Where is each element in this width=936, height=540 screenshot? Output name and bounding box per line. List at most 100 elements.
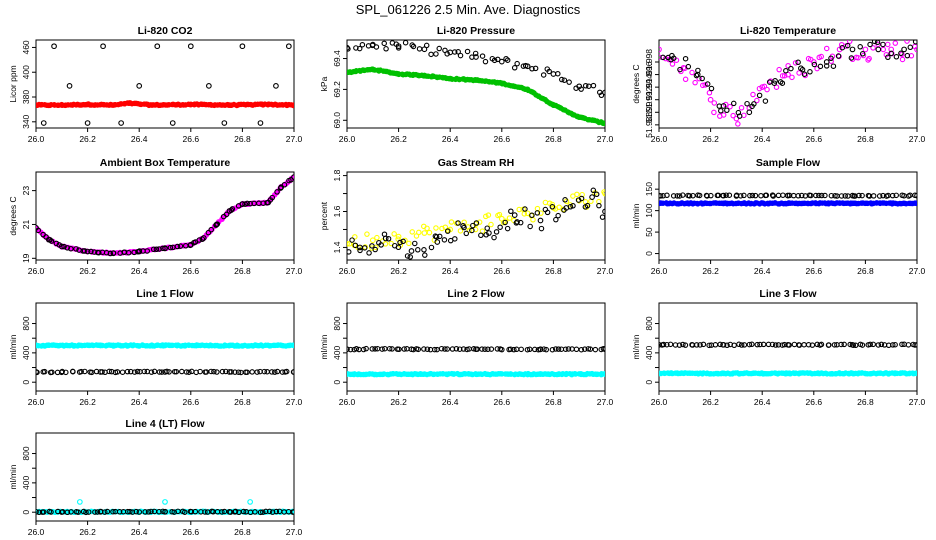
trace-point xyxy=(252,509,258,515)
trace-point xyxy=(352,234,358,240)
series-li-820-temperature xyxy=(659,40,917,127)
panel-6: Sample Flow 26.0 26.2 26.4 26.6 26.8 27.0 0 50 10… xyxy=(631,157,926,276)
trace-point xyxy=(555,346,562,352)
trace-point xyxy=(41,368,48,375)
trace-point xyxy=(441,237,448,243)
data-point xyxy=(914,192,917,199)
y-axis-label: ml/min xyxy=(631,203,641,228)
trace-point xyxy=(685,63,692,70)
panel-title: Sample Flow xyxy=(756,157,821,169)
y-tick-label: 51.99 xyxy=(644,101,654,123)
trace-point xyxy=(762,98,769,104)
trace-point xyxy=(738,105,745,111)
trace-point xyxy=(788,65,794,72)
x-tick-label: 26.4 xyxy=(442,266,459,276)
trace-point xyxy=(791,341,798,348)
trace-point xyxy=(409,42,415,48)
trace-point xyxy=(905,342,912,348)
x-tick-label: 26.8 xyxy=(545,266,562,276)
trace-point xyxy=(686,193,693,199)
trace-point xyxy=(188,368,195,375)
trace-point xyxy=(457,228,464,234)
trace-point xyxy=(532,346,538,353)
trace-point xyxy=(445,227,452,234)
trace-point xyxy=(433,225,439,231)
trace-point xyxy=(389,346,395,352)
trace-point xyxy=(857,44,863,50)
trace-point xyxy=(586,83,592,89)
plot-frame xyxy=(658,39,918,129)
trace-point xyxy=(473,220,480,226)
trace-point xyxy=(63,369,69,376)
trace-point xyxy=(757,341,763,348)
trace-point xyxy=(676,342,683,348)
trace-point xyxy=(507,346,514,352)
x-tick-label: 27.0 xyxy=(286,266,303,276)
trace-point xyxy=(912,370,917,377)
y-tick-label: 800 xyxy=(644,316,654,330)
trace-point xyxy=(455,220,461,226)
y-axis-label: Licor ppm xyxy=(8,65,18,102)
trace-point xyxy=(214,369,220,375)
trace-point xyxy=(769,341,776,348)
trace-point xyxy=(540,72,547,78)
trace-point xyxy=(544,209,551,216)
trace-point xyxy=(822,192,828,199)
trace-point xyxy=(352,242,359,249)
trace-point xyxy=(885,41,891,48)
trace-point xyxy=(502,219,508,226)
series-reference xyxy=(659,192,917,199)
trace-point xyxy=(706,90,713,96)
trace-point xyxy=(534,210,541,216)
panel-title: Li-820 CO2 xyxy=(138,25,193,37)
trace-point xyxy=(874,40,881,46)
trace-point xyxy=(228,207,235,213)
trace-point xyxy=(372,346,378,352)
trace-point xyxy=(436,233,443,240)
trace-point xyxy=(421,346,427,352)
trace-point xyxy=(708,192,714,199)
trace-point xyxy=(828,55,834,62)
trace-point xyxy=(697,342,703,348)
y-axis-label: ml/min xyxy=(319,334,329,359)
trace-point xyxy=(720,192,726,199)
trace-point xyxy=(870,341,876,348)
data-point xyxy=(434,239,441,245)
trace-point xyxy=(485,212,492,218)
y-tick-label: 800 xyxy=(21,446,31,460)
trace-point xyxy=(179,368,185,375)
trace-point xyxy=(561,77,568,83)
trace-point xyxy=(455,49,461,55)
trace-point xyxy=(838,193,845,199)
trace-point xyxy=(482,346,488,352)
trace-point xyxy=(700,341,707,348)
x-tick-label: 26.2 xyxy=(79,266,96,276)
trace-point xyxy=(746,341,753,348)
trace-point xyxy=(47,237,53,243)
trace-point xyxy=(229,206,236,212)
trace-point xyxy=(347,46,351,52)
x-tick-label: 26.4 xyxy=(131,134,148,144)
data-point xyxy=(226,369,233,375)
x-tick-label: 26.0 xyxy=(28,266,45,276)
trace-point xyxy=(888,50,894,57)
trace-point xyxy=(444,51,450,57)
trace-point xyxy=(813,192,819,199)
trace-point xyxy=(558,346,565,352)
trace-point xyxy=(826,342,832,348)
trace-point xyxy=(385,236,392,242)
trace-point xyxy=(504,57,511,63)
trace-point xyxy=(249,369,255,375)
x-tick-label: 26.6 xyxy=(494,134,511,144)
trace-point xyxy=(846,40,853,45)
series-reference xyxy=(347,40,605,99)
trace-point xyxy=(749,192,756,199)
trace-point xyxy=(601,189,605,195)
trace-point xyxy=(70,368,76,375)
x-tick-label: 26.4 xyxy=(754,266,771,276)
panel-3: Li-820 Temperature 26.0 26.2 26.4 26.6 26.8 27… xyxy=(631,25,926,144)
trace-point xyxy=(451,49,458,55)
data-point xyxy=(154,43,161,50)
trace-point xyxy=(166,369,172,375)
trace-point xyxy=(563,198,570,205)
